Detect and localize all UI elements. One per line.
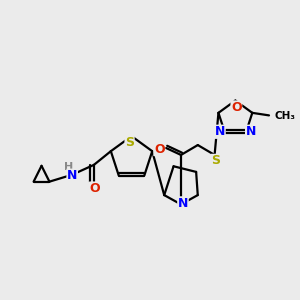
- Text: N: N: [178, 197, 188, 210]
- Text: O: O: [154, 142, 164, 155]
- Text: N: N: [67, 169, 77, 182]
- Text: N: N: [215, 125, 225, 138]
- Text: O: O: [90, 182, 100, 195]
- Text: N: N: [246, 125, 256, 138]
- Text: CH₃: CH₃: [275, 111, 296, 122]
- Text: S: S: [211, 154, 220, 167]
- Text: O: O: [231, 101, 242, 114]
- Text: S: S: [125, 136, 134, 148]
- Text: H: H: [64, 162, 73, 172]
